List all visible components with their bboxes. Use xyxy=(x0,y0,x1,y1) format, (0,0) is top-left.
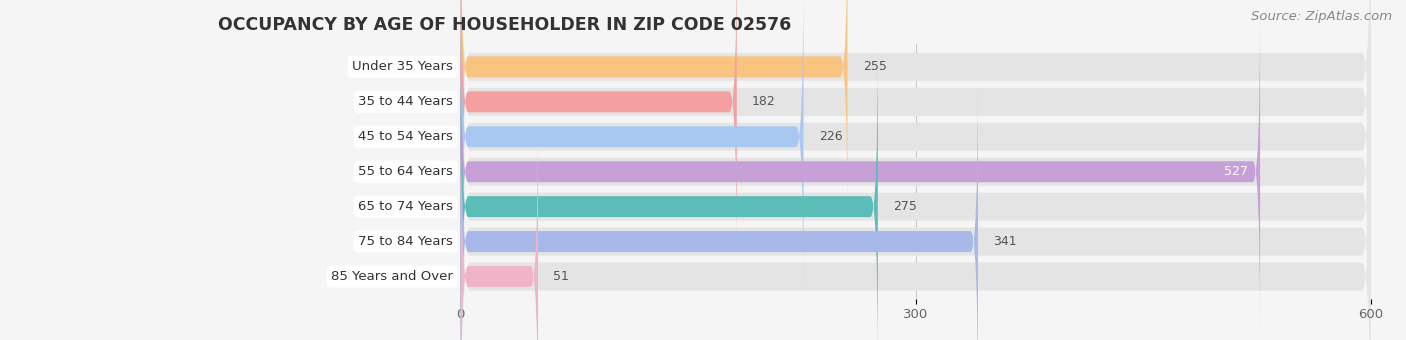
FancyBboxPatch shape xyxy=(461,81,1371,340)
FancyBboxPatch shape xyxy=(461,0,848,231)
FancyBboxPatch shape xyxy=(461,11,1371,340)
FancyBboxPatch shape xyxy=(461,78,979,340)
Text: 226: 226 xyxy=(818,130,842,143)
Text: Source: ZipAtlas.com: Source: ZipAtlas.com xyxy=(1251,10,1392,23)
Text: OCCUPANCY BY AGE OF HOUSEHOLDER IN ZIP CODE 02576: OCCUPANCY BY AGE OF HOUSEHOLDER IN ZIP C… xyxy=(218,16,792,34)
Text: 182: 182 xyxy=(752,95,776,108)
FancyBboxPatch shape xyxy=(461,0,1371,262)
FancyBboxPatch shape xyxy=(461,42,877,340)
Text: Under 35 Years: Under 35 Years xyxy=(352,61,453,73)
Text: 51: 51 xyxy=(553,270,569,283)
FancyBboxPatch shape xyxy=(461,0,1371,340)
FancyBboxPatch shape xyxy=(461,7,1260,336)
Text: 65 to 74 Years: 65 to 74 Years xyxy=(359,200,453,213)
Text: 275: 275 xyxy=(893,200,917,213)
Text: 527: 527 xyxy=(1225,165,1249,178)
FancyBboxPatch shape xyxy=(461,0,803,301)
Text: 85 Years and Over: 85 Years and Over xyxy=(332,270,453,283)
Text: 255: 255 xyxy=(863,61,887,73)
Text: 75 to 84 Years: 75 to 84 Years xyxy=(359,235,453,248)
Text: 45 to 54 Years: 45 to 54 Years xyxy=(359,130,453,143)
FancyBboxPatch shape xyxy=(461,0,1371,298)
FancyBboxPatch shape xyxy=(461,0,737,266)
FancyBboxPatch shape xyxy=(461,112,538,340)
FancyBboxPatch shape xyxy=(461,0,1371,333)
FancyBboxPatch shape xyxy=(461,46,1371,340)
Text: 35 to 44 Years: 35 to 44 Years xyxy=(359,95,453,108)
Text: 341: 341 xyxy=(993,235,1017,248)
Text: 55 to 64 Years: 55 to 64 Years xyxy=(359,165,453,178)
